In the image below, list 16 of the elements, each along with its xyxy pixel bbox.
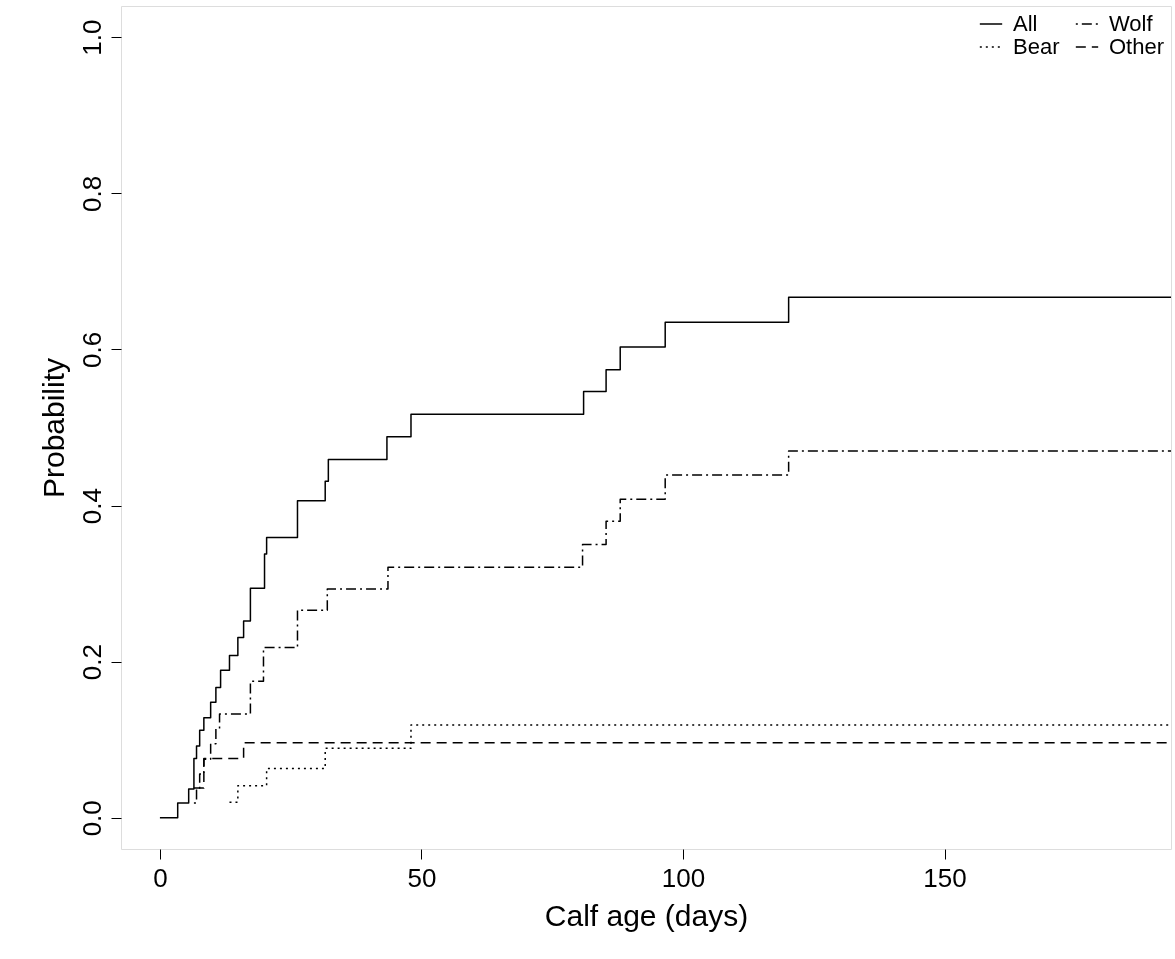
legend-label: Wolf [1109,11,1154,36]
x-tick-label: 0 [153,862,168,893]
y-tick-label: 0.8 [76,175,107,212]
x-tick-label: 50 [407,862,437,893]
x-tick-label: 150 [923,862,967,893]
y-tick-label: 0.4 [76,487,107,525]
x-axis-title: Calf age (days) [544,898,749,932]
legend-label: Other [1109,34,1165,59]
legend-label: Bear [1013,34,1060,59]
legend-label: All [1013,11,1038,36]
x-tick-label: 100 [661,862,706,893]
y-tick-label: 1.0 [76,19,107,56]
y-tick-label: 0.6 [76,331,107,369]
y-tick-label: 0.2 [76,644,107,681]
y-axis-title: Probability [36,357,70,499]
y-tick-label: 0.0 [76,800,107,837]
